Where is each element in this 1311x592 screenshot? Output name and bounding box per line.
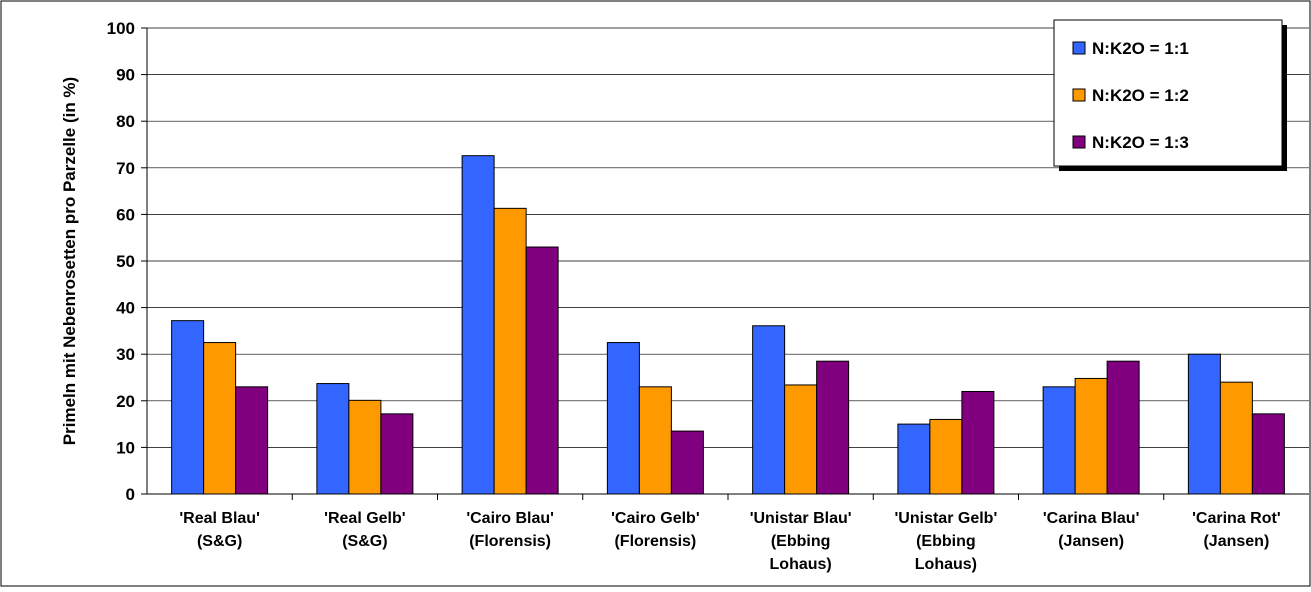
x-tick-label: Lohaus) (915, 556, 977, 573)
bar (203, 342, 237, 495)
legend-box (1053, 19, 1283, 167)
bar (461, 155, 495, 495)
bar (493, 207, 527, 495)
x-tick-label: 'Unistar Gelb' (895, 510, 998, 527)
x-tick-label: 'Real Blau' (179, 510, 260, 527)
y-tick-label: 0 (126, 485, 135, 504)
bar (752, 325, 786, 495)
x-tick-label: (Ebbing (771, 533, 831, 550)
x-tick-label: 'Real Gelb' (324, 510, 405, 527)
legend-label: N:K2O = 1:3 (1092, 133, 1189, 152)
x-tick-label: (Ebbing (916, 533, 976, 550)
y-tick-label: 20 (116, 392, 135, 411)
bar (929, 418, 963, 495)
legend-label: N:K2O = 1:1 (1092, 39, 1189, 58)
legend-label: N:K2O = 1:2 (1092, 86, 1189, 105)
x-tick-label: 'Cairo Blau' (466, 510, 554, 527)
x-tick-label: 'Cairo Gelb' (611, 510, 700, 527)
x-tick-label: (Florensis) (614, 533, 696, 550)
bar (525, 246, 559, 495)
x-tick-label: (Florensis) (469, 533, 551, 550)
legend: N:K2O = 1:1 N:K2O = 1:2 N:K2O = 1:3 (1053, 19, 1287, 171)
bar (670, 430, 704, 495)
y-tick-label: 30 (116, 345, 135, 364)
bar (1074, 377, 1108, 495)
legend-swatch (1072, 135, 1086, 149)
y-tick-label: 50 (116, 252, 135, 271)
x-tick-label: Lohaus) (770, 556, 832, 573)
legend-swatch (1072, 41, 1086, 55)
bar (316, 383, 350, 495)
x-tick-label: (Jansen) (1058, 533, 1124, 550)
bar (816, 360, 850, 495)
bar (1219, 381, 1253, 495)
bar (784, 384, 818, 495)
bar (1042, 386, 1076, 495)
y-tick-label: 90 (116, 66, 135, 85)
bar (235, 386, 269, 495)
y-tick-label: 80 (116, 112, 135, 131)
legend-swatch (1072, 88, 1086, 102)
bar (1187, 353, 1221, 495)
y-tick-label: 70 (116, 159, 135, 178)
bar (348, 399, 382, 495)
x-tick-label: (Jansen) (1203, 533, 1269, 550)
bar (1251, 413, 1285, 495)
bar (606, 342, 640, 495)
y-tick-label: 40 (116, 299, 135, 318)
bar (380, 413, 414, 495)
x-tick-label: 'Carina Rot' (1192, 510, 1281, 527)
y-axis-title: Primeln mit Nebenrosetten pro Parzelle (… (60, 77, 79, 445)
y-tick-label: 100 (107, 19, 135, 38)
x-tick-label: (S&G) (197, 533, 242, 550)
axis-labels: 0 10 20 30 40 50 60 70 80 90 100 'Real Blau' (S&G) 'R… (60, 19, 1281, 573)
y-tick-label: 60 (116, 205, 135, 224)
x-tick-label: 'Unistar Blau' (750, 510, 852, 527)
bar (1106, 360, 1140, 495)
bar (638, 386, 672, 495)
bar (897, 423, 931, 495)
x-tick-label: 'Carina Blau' (1043, 510, 1140, 527)
bar (961, 390, 995, 495)
axes (141, 27, 1309, 500)
y-tick-label: 10 (116, 438, 135, 457)
x-tick-label: (S&G) (342, 533, 387, 550)
bar (171, 320, 205, 495)
